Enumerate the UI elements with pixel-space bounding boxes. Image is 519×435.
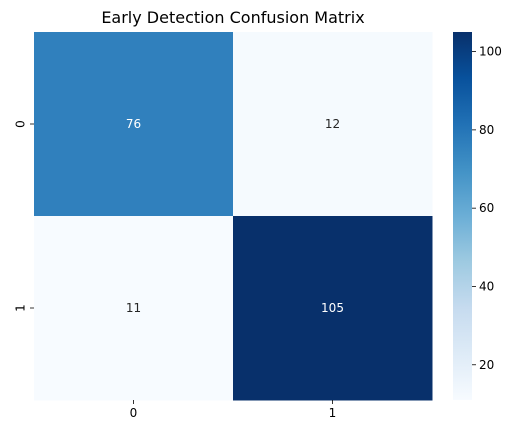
cell-value-r1-c0: 11 [126,301,141,315]
colorbar: 20 40 60 80 100 [453,32,502,400]
y-tick-label-0: 0 [14,120,28,128]
cell-value-r0-c1: 12 [325,117,340,131]
y-tick-label-1: 1 [14,304,28,312]
heatmap-cells: 76 12 11 105 [34,32,433,401]
cell-value-r0-c0: 76 [126,117,141,131]
colorbar-tick-label-20: 20 [479,358,494,372]
colorbar-gradient [453,32,472,400]
colorbar-tick-label-60: 60 [479,201,494,215]
heatmap-cell-r1-c1 [233,216,433,401]
colorbar-tick-label-40: 40 [479,279,494,293]
heatmap-cell-r0-c1 [233,32,433,217]
colorbar-tick-label-100: 100 [479,45,502,59]
x-tick-label-0: 0 [130,406,138,420]
heatmap-cell-r1-c0 [34,216,234,401]
y-axis: 01 [14,120,34,312]
cell-value-r1-c1: 105 [321,301,344,315]
heatmap-cell-r0-c0 [34,32,234,217]
x-tick-label-1: 1 [329,406,337,420]
colorbar-tick-label-80: 80 [479,123,494,137]
chart-title: Early Detection Confusion Matrix [101,8,364,27]
